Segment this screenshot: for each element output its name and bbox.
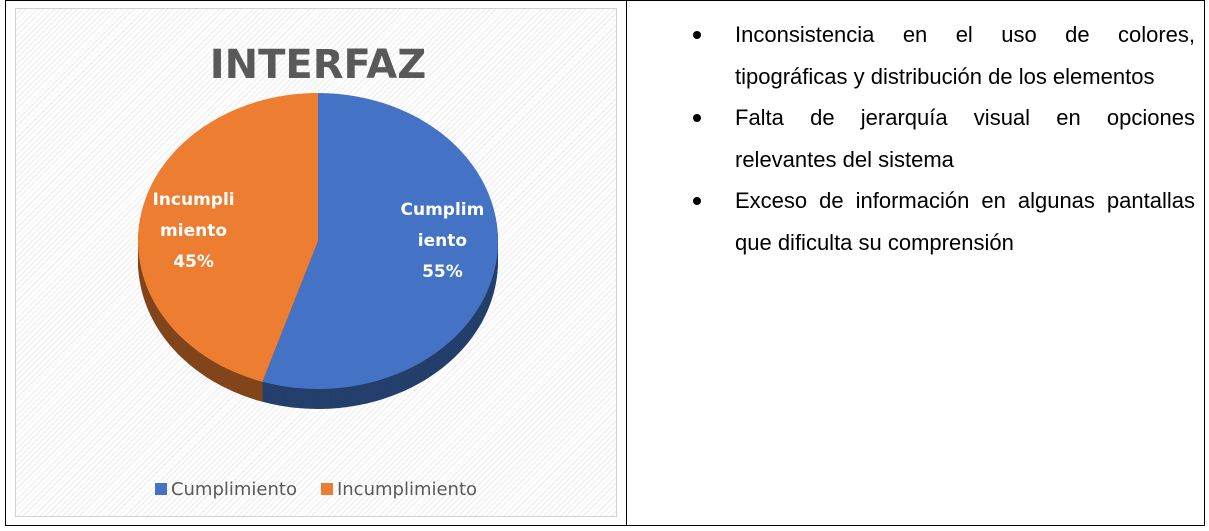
pie-slice: [137, 93, 318, 382]
pie-chart: INTERFAZ: [137, 42, 499, 409]
data-label-name: Cumplimiento: [400, 199, 485, 251]
data-label-value: 55%: [422, 261, 463, 282]
legend-item: Incumplimiento: [320, 479, 478, 500]
data-label: Cumplimiento 55%: [382, 195, 502, 288]
legend-swatch: [320, 483, 333, 495]
bullet-item: Falta de jerarquía visual en opciones re…: [690, 97, 1195, 180]
data-label: Incumplimiento 45%: [134, 185, 254, 278]
legend: Cumplimiento Incumplimiento: [16, 479, 616, 500]
bullet-list: Inconsistencia en el uso de colores, tip…: [690, 14, 1195, 263]
legend-item: Cumplimiento: [154, 479, 297, 500]
pie-slice: [262, 93, 498, 389]
bullet-item: Inconsistencia en el uso de colores, tip…: [690, 14, 1195, 97]
bullet-item: Exceso de información en algunas pantall…: [690, 180, 1195, 263]
legend-label: Cumplimiento: [170, 479, 297, 500]
data-label-name: Incumplimiento: [152, 190, 235, 242]
table: [5, 0, 1205, 526]
legend-label: Incumplimiento: [336, 479, 478, 500]
data-label-value: 45%: [173, 252, 214, 273]
column-divider: [626, 0, 627, 526]
legend-swatch: [154, 483, 167, 495]
chart-title: INTERFAZ: [210, 42, 426, 88]
chart: INTERFAZ Cumplimiento Incumplimiento Cump…: [15, 8, 617, 517]
